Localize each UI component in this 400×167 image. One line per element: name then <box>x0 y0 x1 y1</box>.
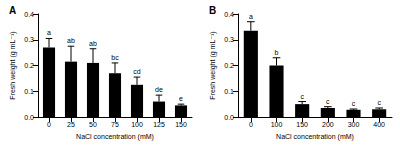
svg-text:300: 300 <box>348 121 360 128</box>
svg-text:bc: bc <box>111 54 119 61</box>
svg-text:ab: ab <box>67 37 75 44</box>
svg-text:0.2: 0.2 <box>224 62 234 69</box>
svg-text:Fresh weight (g mL⁻¹): Fresh weight (g mL⁻¹) <box>209 31 217 99</box>
svg-text:125: 125 <box>153 121 165 128</box>
svg-text:150: 150 <box>175 121 187 128</box>
svg-text:100: 100 <box>131 121 143 128</box>
svg-text:NaCl concentration (mM): NaCl concentration (mM) <box>276 133 354 141</box>
svg-text:a: a <box>249 13 253 20</box>
svg-text:200: 200 <box>322 121 334 128</box>
svg-text:0.4: 0.4 <box>24 11 34 18</box>
svg-text:a: a <box>47 29 51 36</box>
svg-text:0.1: 0.1 <box>24 88 34 95</box>
svg-text:B: B <box>209 5 216 16</box>
svg-text:de: de <box>155 86 163 93</box>
svg-text:0: 0 <box>249 121 253 128</box>
svg-text:ab: ab <box>89 40 97 47</box>
svg-text:c: c <box>352 100 356 107</box>
svg-text:b: b <box>275 49 279 56</box>
svg-text:0.1: 0.1 <box>224 88 234 95</box>
svg-text:Fresh weight (g mL⁻¹): Fresh weight (g mL⁻¹) <box>9 31 17 99</box>
svg-text:c: c <box>326 98 330 105</box>
svg-text:c: c <box>300 93 304 100</box>
svg-text:400: 400 <box>373 121 385 128</box>
svg-text:0: 0 <box>47 121 51 128</box>
svg-text:0.2: 0.2 <box>24 62 34 69</box>
svg-text:75: 75 <box>111 121 119 128</box>
svg-text:0.3: 0.3 <box>24 36 34 43</box>
svg-text:50: 50 <box>89 121 97 128</box>
svg-text:0.0: 0.0 <box>224 114 234 121</box>
svg-text:150: 150 <box>296 121 308 128</box>
svg-text:NaCl concentration (mM): NaCl concentration (mM) <box>76 133 154 141</box>
svg-text:A: A <box>9 5 16 16</box>
svg-text:cd: cd <box>133 68 141 75</box>
svg-text:100: 100 <box>271 121 283 128</box>
svg-text:0.0: 0.0 <box>24 114 34 121</box>
svg-text:e: e <box>179 95 183 102</box>
svg-text:0.3: 0.3 <box>224 36 234 43</box>
svg-text:25: 25 <box>67 121 75 128</box>
svg-text:c: c <box>377 99 381 106</box>
svg-text:0.4: 0.4 <box>224 11 234 18</box>
